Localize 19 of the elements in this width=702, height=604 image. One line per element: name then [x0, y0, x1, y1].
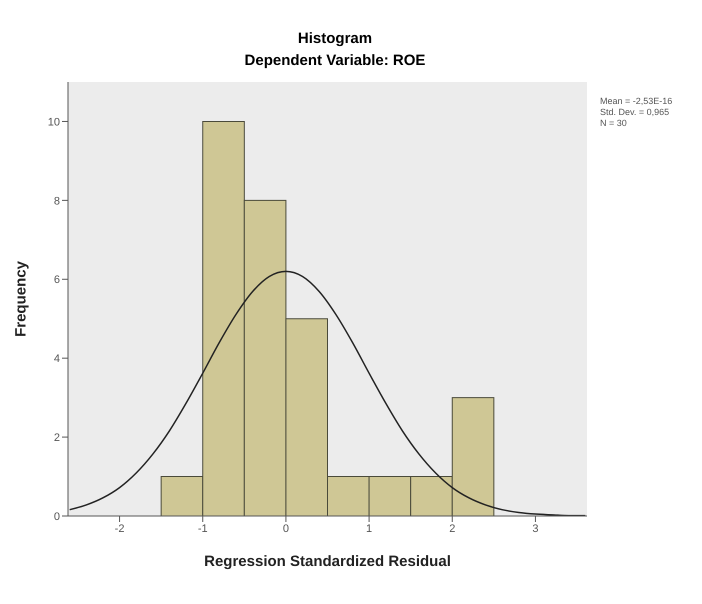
y-tick-label: 2 [54, 432, 60, 444]
x-tick-label: -2 [114, 522, 124, 535]
chart-title: Histogram [296, 30, 374, 47]
y-axis-title: Frequency [12, 260, 30, 337]
y-tick-label: 8 [54, 195, 60, 208]
text: Mean = -2,53E-16 [600, 96, 672, 107]
y-tick-label: 10 [48, 116, 60, 128]
x-tick-label: 1 [366, 522, 372, 535]
y-tick-label: 0 [54, 510, 60, 523]
chart-subtitle: Dependent Variable: ROE [244, 52, 426, 69]
y-tick-label: 6 [54, 274, 60, 286]
x-tick-label: 3 [532, 522, 538, 535]
x-tick-label: 2 [449, 522, 456, 535]
x-axis-title: Regression Standardized Residual [204, 553, 451, 570]
x-tick-label: 0 [282, 522, 289, 535]
x-tick-label: -1 [198, 522, 208, 535]
y-tick-label: 4 [54, 353, 60, 366]
text: N = 30 [600, 118, 628, 129]
text: Std. Dev. = 0,965 [600, 107, 670, 118]
